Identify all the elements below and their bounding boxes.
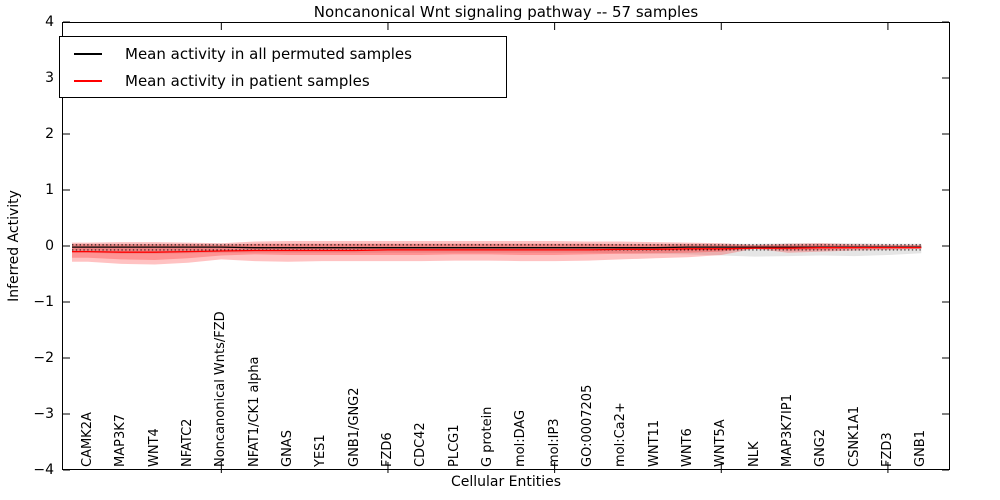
permuted-mean-line: [72, 246, 922, 249]
x-category-label: MAP3K7: [113, 413, 129, 467]
x-category-label: G protein: [479, 406, 495, 467]
x-category-label: Noncanonical Wnts/FZD: [213, 311, 229, 467]
y-tick-label: 4: [45, 13, 54, 30]
y-tick-label: 2: [45, 125, 54, 142]
legend-label: Mean activity in all permuted samples: [125, 44, 412, 63]
x-category-label: FZD3: [879, 432, 895, 467]
y-axis-title: Inferred Activity: [6, 190, 22, 302]
x-category-label: NFATC2: [179, 418, 195, 467]
legend-label: Mean activity in patient samples: [125, 71, 370, 90]
x-category-label: mol:DAG: [513, 409, 529, 467]
axes-spines: [62, 22, 950, 470]
x-category-label: WNT6: [679, 428, 695, 467]
legend-entry: Mean activity in all permuted samples: [60, 44, 506, 64]
x-category-label: GNG2: [813, 428, 829, 467]
legend-entry: Mean activity in patient samples: [60, 71, 506, 91]
patient-mean-line: [72, 247, 922, 253]
x-category-label: GNAS: [279, 430, 295, 467]
x-category-label: CSNK1A1: [846, 405, 862, 467]
legend: Mean activity in all permuted samples Mea…: [59, 36, 507, 98]
y-tick-label: 1: [45, 181, 54, 198]
x-category-label: WNT5A: [713, 419, 729, 467]
y-tick-label: 0: [45, 237, 54, 254]
x-category-label: NLK: [746, 441, 762, 468]
x-category-label: CAMK2A: [80, 412, 95, 467]
y-tick-label: −1: [33, 293, 54, 310]
x-category-label: YES1: [313, 434, 329, 467]
x-category-label: GO:0007205: [579, 384, 595, 467]
x-axis-title: Cellular Entities: [450, 474, 562, 490]
x-category-label: FZD6: [379, 432, 395, 467]
x-category-label: CDC42: [413, 422, 429, 467]
x-category-label: MAP3K7IP1: [779, 394, 795, 467]
plot-area: [62, 21, 950, 473]
x-category-label: PLCG1: [446, 424, 462, 467]
x-category-label: GNB1: [913, 430, 929, 467]
legend-line-sample: [74, 79, 102, 82]
y-tick-label: −4: [33, 461, 54, 478]
x-category-label: WNT11: [646, 419, 662, 467]
y-tick-label: −2: [33, 349, 54, 366]
x-category-label: WNT4: [146, 428, 162, 467]
x-category-label: GNB1/GNG2: [346, 387, 362, 467]
y-tick-label: 3: [45, 69, 54, 86]
legend-line-sample: [74, 52, 102, 55]
x-category-label: NFAT1/CK1 alpha: [246, 356, 262, 467]
x-category-label: mol:IP3: [546, 418, 562, 467]
chart-title: Noncanonical Wnt signaling pathway -- 57…: [313, 3, 699, 21]
y-tick-label: −3: [33, 405, 54, 422]
x-category-label: mol:Ca2+: [613, 402, 629, 467]
